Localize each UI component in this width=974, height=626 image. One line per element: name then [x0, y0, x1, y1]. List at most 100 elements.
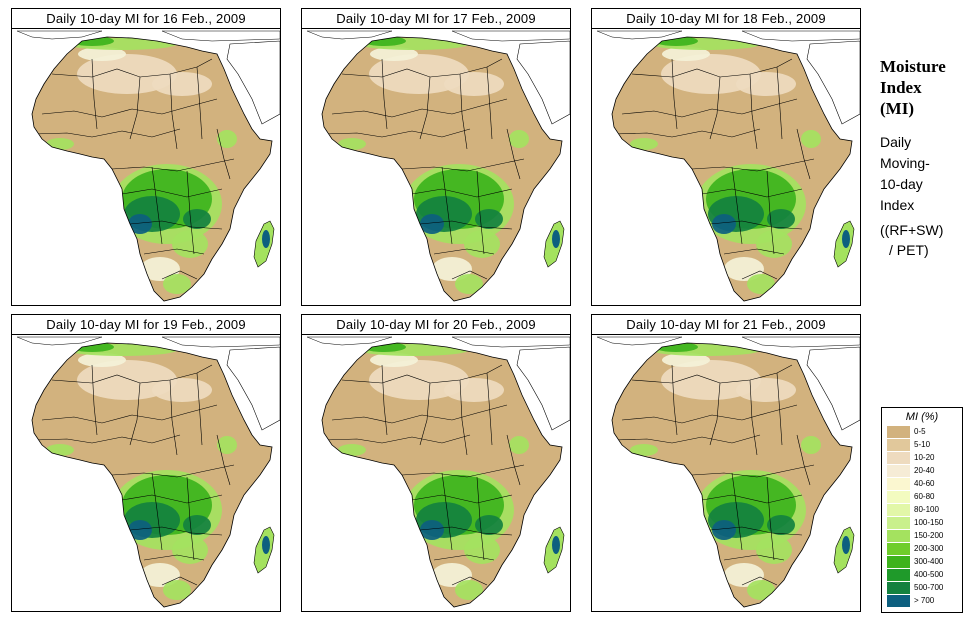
- country-border: [41, 404, 218, 424]
- legend-item: 0-5: [887, 426, 961, 438]
- moisture-zone: [217, 436, 237, 454]
- legend-item: 150-200: [887, 530, 961, 542]
- europe-outline: [306, 336, 570, 348]
- country-border: [506, 434, 521, 486]
- country-border: [741, 576, 778, 586]
- legend-item: 10-20: [887, 452, 961, 464]
- moisture-zone: [767, 209, 795, 229]
- madagascar-wet-zone: [842, 230, 850, 248]
- africa-coastline: [31, 36, 273, 302]
- description-line: 10-day: [880, 176, 923, 192]
- moisture-zone: [475, 515, 503, 535]
- map-panel: Daily 10-day MI for 18 Feb., 2009: [591, 8, 861, 306]
- legend-label: 5-10: [914, 440, 931, 449]
- country-border: [161, 270, 198, 280]
- legend-label: > 700: [914, 596, 935, 605]
- madagascar-wet-zone: [842, 536, 850, 554]
- country-border: [169, 379, 178, 456]
- moisture-zone: [662, 353, 710, 367]
- country-border: [441, 472, 453, 551]
- moisture-zone: [736, 72, 796, 96]
- country-border: [451, 576, 488, 586]
- map-view: [11, 334, 281, 612]
- country-border: [129, 76, 141, 140]
- legend-item: 500-700: [887, 582, 961, 594]
- description-line: Daily: [880, 134, 912, 150]
- africa-coastline: [31, 342, 273, 608]
- legend-label: 40-60: [914, 479, 935, 488]
- africa-map: [16, 336, 280, 608]
- moisture-zone: [432, 257, 472, 281]
- country-border: [111, 158, 235, 172]
- legend-label: 60-80: [914, 492, 935, 501]
- legend-label: 150-200: [914, 531, 944, 540]
- arabia-outline: [226, 40, 280, 125]
- legend-item: 5-10: [887, 439, 961, 451]
- country-border: [433, 554, 495, 561]
- country-border: [121, 494, 223, 504]
- country-border: [701, 188, 803, 198]
- map-panel: Daily 10-day MI for 20 Feb., 2009: [301, 314, 571, 612]
- country-border: [143, 554, 205, 561]
- moisture-zone: [455, 580, 483, 600]
- index-formula: ((RF+SW) / PET): [880, 220, 972, 260]
- country-border: [621, 404, 798, 424]
- map-panel: Daily 10-day MI for 16 Feb., 2009: [11, 8, 281, 306]
- moisture-zone: [736, 378, 796, 402]
- europe-outline: [306, 30, 570, 42]
- moisture-zone: [475, 209, 503, 229]
- country-border: [476, 170, 485, 255]
- country-border: [691, 158, 815, 172]
- europe-outline: [596, 30, 860, 42]
- moisture-zone: [140, 563, 180, 587]
- panel-title: Daily 10-day MI for 19 Feb., 2009: [11, 314, 281, 336]
- country-border: [216, 128, 231, 180]
- map-panel: Daily 10-day MI for 19 Feb., 2009: [11, 314, 281, 612]
- legend-swatch: [887, 439, 910, 451]
- country-border: [613, 128, 761, 138]
- moisture-zone: [128, 214, 152, 234]
- color-legend: MI (%) 0-5 5-10 10-20 20-40 40-60 60-80 …: [881, 407, 963, 613]
- country-border: [796, 128, 811, 180]
- map-panel: Daily 10-day MI for 17 Feb., 2009: [301, 8, 571, 306]
- moisture-zones: [338, 37, 529, 294]
- moisture-zone: [662, 47, 710, 61]
- moisture-zone: [509, 436, 529, 454]
- moisture-zone: [724, 257, 764, 281]
- country-border: [723, 248, 785, 255]
- moisture-zone: [128, 520, 152, 540]
- africa-map: [596, 30, 860, 302]
- country-border: [709, 382, 721, 446]
- country-border: [776, 372, 783, 446]
- legend-item: 20-40: [887, 465, 961, 477]
- moisture-zone: [801, 130, 821, 148]
- country-border: [331, 98, 508, 118]
- legend-label: 400-500: [914, 570, 944, 579]
- country-border: [459, 379, 468, 456]
- country-border: [33, 128, 181, 138]
- country-border: [111, 464, 235, 478]
- africa-coastline: [611, 342, 853, 608]
- country-border: [196, 372, 203, 446]
- madagascar-wet-zone: [552, 536, 560, 554]
- country-border: [401, 158, 525, 172]
- legend-item: 40-60: [887, 478, 961, 490]
- africa-map: [596, 336, 860, 608]
- panel-title: Daily 10-day MI for 21 Feb., 2009: [591, 314, 861, 336]
- country-border: [196, 66, 203, 140]
- moisture-zone: [163, 580, 191, 600]
- index-title-line: Index: [880, 78, 922, 97]
- africa-map: [306, 30, 570, 302]
- legend-swatch: [887, 491, 910, 503]
- africa-map: [306, 336, 570, 608]
- country-border: [709, 76, 721, 140]
- country-border: [401, 464, 525, 478]
- country-border: [723, 554, 785, 561]
- legend-label: 10-20: [914, 453, 935, 462]
- legend-swatch: [887, 543, 910, 555]
- country-border: [129, 526, 223, 536]
- legend-item: 200-300: [887, 543, 961, 555]
- country-border: [671, 58, 678, 130]
- country-border: [129, 220, 223, 230]
- country-border: [486, 372, 493, 446]
